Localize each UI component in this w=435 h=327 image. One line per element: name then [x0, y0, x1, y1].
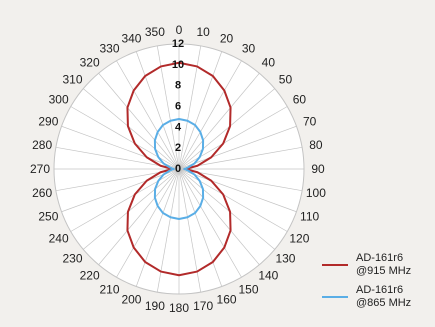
angle-tick-label: 160 — [217, 293, 237, 307]
grid-spoke — [61, 168, 180, 213]
grid-spoke — [98, 73, 180, 170]
series-line-0 — [126, 61, 232, 277]
legend-item-915: AD-161r6 @915 MHz — [322, 252, 411, 278]
angle-tick-label: 170 — [193, 299, 213, 313]
grid-spoke — [178, 125, 297, 170]
grid-spoke — [178, 168, 242, 278]
angle-tick-label: 180 — [169, 301, 189, 315]
angle-tick-label: 270 — [30, 162, 50, 176]
legend-item-865: AD-161r6 @865 MHz — [322, 284, 411, 310]
radial-tick-label: 0 — [175, 163, 181, 175]
grid-spoke — [83, 88, 180, 170]
grid-spoke — [70, 106, 180, 170]
grid-spoke — [83, 168, 180, 250]
radial-tick-label: 10 — [172, 59, 184, 71]
angle-tick-label: 30 — [242, 42, 256, 56]
legend-swatch-865 — [322, 296, 348, 298]
polar-grid — [53, 43, 305, 295]
legend-label-915: AD-161r6 @915 MHz — [356, 252, 412, 277]
radial-tick-label: 4 — [175, 121, 182, 133]
grid-spoke — [61, 125, 180, 170]
angle-tick-label: 330 — [99, 42, 119, 56]
grid-spoke — [98, 168, 180, 265]
angle-tick-label: 240 — [49, 232, 69, 246]
angle-tick-label: 350 — [145, 25, 165, 39]
grid-spoke — [178, 168, 223, 287]
angle-tick-label: 20 — [220, 31, 234, 45]
angle-tick-label: 300 — [49, 93, 69, 107]
grid-spoke — [70, 168, 180, 232]
grid-spoke — [178, 88, 275, 170]
angle-tick-label: 40 — [262, 56, 276, 70]
legend-label-865: AD-161r6 @865 MHz — [356, 284, 412, 309]
angle-tick-label: 60 — [293, 93, 307, 107]
angle-tick-label: 280 — [32, 138, 52, 152]
angle-tick-label: 140 — [258, 268, 278, 282]
angle-tick-label: 0 — [176, 23, 183, 37]
angle-tick-label: 210 — [99, 282, 119, 296]
angle-tick-label: 120 — [289, 232, 309, 246]
series-line-1 — [153, 118, 205, 220]
angle-tick-label: 220 — [80, 268, 100, 282]
legend-swatch-915 — [322, 264, 348, 266]
legend: AD-161r6 @915 MHz AD-161r6 @865 MHz — [322, 252, 411, 316]
angle-tick-label: 150 — [238, 282, 258, 296]
angle-tick-labels: 0 10 2030405060708090100110120130140150160… — [30, 23, 326, 315]
angle-tick-label: 310 — [63, 73, 83, 87]
angle-tick-label: 320 — [80, 56, 100, 70]
angle-tick-label: 260 — [32, 186, 52, 200]
radial-tick-label: 6 — [175, 101, 181, 113]
angle-tick-label: 200 — [121, 293, 141, 307]
angle-tick-label: 230 — [63, 251, 83, 265]
radial-tick-label: 2 — [175, 142, 181, 154]
grid-spoke — [135, 168, 180, 287]
angle-tick-label: 190 — [145, 299, 165, 313]
grid-spoke — [178, 168, 260, 265]
angle-tick-label: 70 — [303, 114, 317, 128]
grid-spoke — [178, 168, 288, 232]
angle-tick-label: 290 — [38, 114, 58, 128]
series-lines — [126, 61, 232, 277]
radial-tick-label: 12 — [172, 38, 184, 50]
angle-tick-label: 100 — [306, 186, 326, 200]
angle-tick-label: 340 — [121, 31, 141, 45]
radial-tick-labels: 0 2 4 6 8 10 12 — [172, 38, 184, 175]
radial-tick-label: 8 — [175, 80, 181, 92]
angle-tick-label: 10 — [196, 25, 210, 39]
angle-tick-label: 50 — [279, 73, 293, 87]
grid-spoke — [178, 60, 242, 170]
angle-tick-label: 80 — [309, 138, 323, 152]
grid-spoke — [178, 168, 275, 250]
grid-spoke — [178, 51, 223, 170]
grid-spoke — [116, 60, 180, 170]
grid-spoke — [178, 73, 260, 170]
grid-spoke — [178, 106, 288, 170]
grid-spoke — [135, 51, 180, 170]
angle-tick-label: 90 — [311, 162, 325, 176]
grid-spoke — [116, 168, 180, 278]
grid-spoke — [178, 168, 297, 213]
angle-tick-label: 250 — [38, 210, 58, 224]
angle-tick-label: 130 — [275, 251, 295, 265]
angle-tick-label: 110 — [300, 210, 319, 224]
